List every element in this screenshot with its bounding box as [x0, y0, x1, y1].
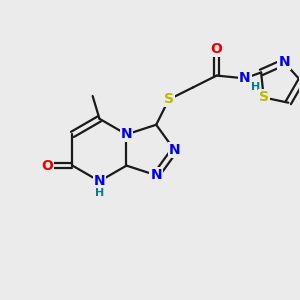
Text: S: S	[259, 91, 269, 104]
Text: S: S	[164, 92, 174, 106]
Text: N: N	[121, 128, 132, 141]
Text: N: N	[239, 71, 250, 85]
Text: N: N	[150, 168, 162, 182]
Text: H: H	[95, 188, 104, 197]
Text: O: O	[41, 159, 53, 172]
Text: N: N	[169, 143, 180, 157]
Text: N: N	[94, 174, 105, 188]
Text: O: O	[211, 42, 223, 56]
Text: N: N	[278, 55, 290, 69]
Text: H: H	[250, 82, 260, 92]
